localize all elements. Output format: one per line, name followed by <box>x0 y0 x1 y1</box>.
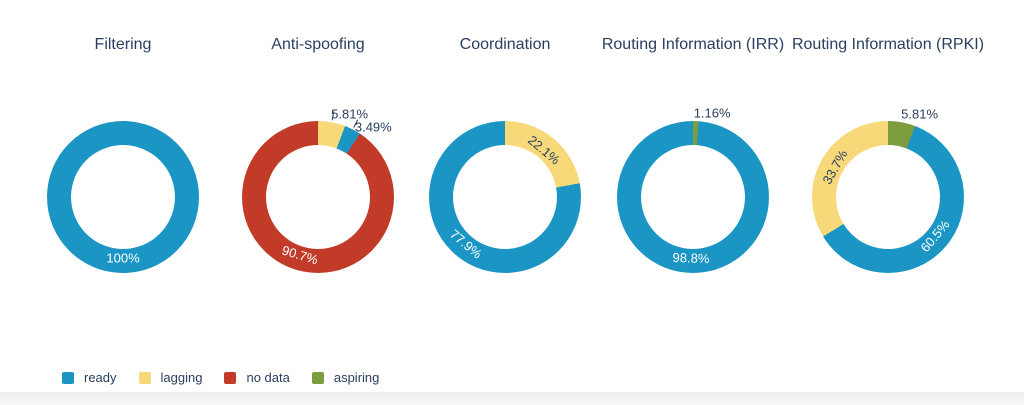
legend: ready lagging no data aspiring <box>62 370 379 385</box>
donut-hole <box>266 145 370 249</box>
legend-item-aspiring[interactable]: aspiring <box>311 370 380 385</box>
chart-title-coordination: Coordination <box>459 36 551 53</box>
chart-cell-routing-rpki: Routing Information (RPKI) 5.81% 60.5% 33.… <box>791 30 985 320</box>
slice-label-outside: 5.81% <box>901 106 939 122</box>
page-bottom-band <box>0 392 1024 405</box>
chart-cell-routing-irr: Routing Information (IRR) 1.16% 98.8% <box>598 30 788 320</box>
legend-item-lagging[interactable]: lagging <box>138 370 203 385</box>
slice-label-inside: 98.8% <box>672 249 710 267</box>
legend-label-aspiring: aspiring <box>333 370 380 385</box>
chart-title-filtering: Filtering <box>94 36 152 53</box>
slice-label-outside: 1.16% <box>693 105 731 121</box>
legend-swatch-no-data <box>224 371 237 384</box>
legend-label-no-data: no data <box>246 370 290 385</box>
donut-hole <box>71 145 175 249</box>
slice-label-outside: 5.81% <box>331 106 369 122</box>
donut-hole <box>453 145 557 249</box>
slice-label-outside: 3.49% <box>354 119 392 135</box>
chart-cell-coordination: Coordination 22.1% 77.9% <box>410 30 600 320</box>
legend-item-ready[interactable]: ready <box>62 370 117 385</box>
legend-swatch-aspiring <box>311 371 324 384</box>
chart-cell-filtering: Filtering 100% <box>28 30 218 320</box>
donut-chart-routing-rpki[interactable] <box>812 121 964 273</box>
legend-label-lagging: lagging <box>160 370 203 385</box>
chart-title-routing-irr: Routing Information (IRR) <box>601 36 785 53</box>
donut-hole <box>641 145 745 249</box>
slice-label-inside: 100% <box>106 250 140 266</box>
donut-chart-coordination[interactable] <box>429 121 581 273</box>
legend-label-ready: ready <box>84 370 117 385</box>
legend-item-no-data[interactable]: no data <box>224 370 290 385</box>
donut-chart-routing-irr[interactable] <box>617 121 769 273</box>
legend-swatch-ready <box>62 371 74 384</box>
chart-title-anti-spoofing: Anti-spoofing <box>271 36 365 53</box>
donut-chart-filtering[interactable] <box>47 121 199 273</box>
legend-swatch-lagging <box>138 371 151 384</box>
chart-title-routing-rpki: Routing Information (RPKI) <box>791 36 985 53</box>
donut-hole <box>836 145 940 249</box>
donut-chart-anti-spoofing[interactable] <box>242 121 394 273</box>
chart-cell-anti-spoofing: Anti-spoofing 5.81% 3.49% 90.7% <box>223 30 413 320</box>
